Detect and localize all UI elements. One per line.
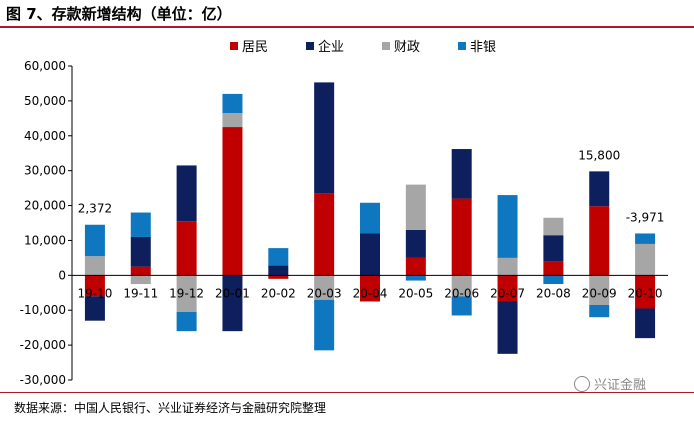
bar-segment-财政 bbox=[405, 184, 426, 230]
x-tick-label: 20-03 bbox=[307, 286, 342, 300]
bar-segment-非银 bbox=[130, 212, 151, 237]
bar-segment-非银 bbox=[589, 304, 610, 318]
y-tick-label: -30,000 bbox=[20, 373, 66, 387]
legend-label-非银: 非银 bbox=[470, 40, 496, 55]
y-tick-label: 50,000 bbox=[24, 94, 66, 108]
x-tick-label: 19-12 bbox=[169, 286, 204, 300]
watermark: 兴证金融 bbox=[574, 374, 646, 393]
bar-segment-非银 bbox=[176, 311, 197, 332]
legend-swatch-财政 bbox=[382, 42, 390, 50]
bar-segment-财政 bbox=[497, 257, 518, 276]
y-tick-label: -10,000 bbox=[20, 303, 66, 317]
x-tick-label: 20-06 bbox=[444, 286, 479, 300]
bar-segment-财政 bbox=[635, 243, 656, 276]
x-tick-label: 20-09 bbox=[582, 286, 617, 300]
bar-segment-财政 bbox=[589, 275, 610, 305]
bar-segment-财政 bbox=[543, 217, 564, 236]
bar-segment-居民 bbox=[635, 275, 656, 309]
bottom-rule bbox=[0, 392, 694, 393]
bar-segment-企业 bbox=[405, 229, 426, 258]
title-rule bbox=[0, 26, 694, 28]
bar-segment-居民 bbox=[314, 193, 335, 276]
bar-segment-非银 bbox=[360, 202, 380, 234]
y-tick-label: 60,000 bbox=[24, 59, 66, 73]
legend-swatch-非银 bbox=[458, 42, 466, 50]
bar-segment-非银 bbox=[543, 275, 564, 285]
data-annotation: 15,800 bbox=[578, 148, 620, 162]
bar-segment-企业 bbox=[497, 301, 518, 354]
bar-segment-非银 bbox=[314, 299, 335, 351]
legend-label-企业: 企业 bbox=[318, 39, 344, 55]
data-annotation: -3,971 bbox=[626, 210, 665, 224]
bar-segment-居民 bbox=[268, 275, 289, 279]
bar-segment-非银 bbox=[451, 296, 472, 316]
y-tick-label: 40,000 bbox=[24, 129, 66, 143]
bar-segment-居民 bbox=[130, 266, 151, 276]
legend-label-财政: 财政 bbox=[394, 40, 420, 55]
bar-segment-财政 bbox=[451, 275, 472, 297]
data-annotation: 2,372 bbox=[78, 202, 112, 216]
legend-swatch-企业 bbox=[306, 42, 314, 50]
bar-segment-居民 bbox=[84, 275, 105, 297]
y-tick-label: 0 bbox=[58, 268, 66, 282]
bar-segment-居民 bbox=[497, 275, 518, 302]
chart-title: 图 7、存款新增结构（单位：亿） bbox=[6, 5, 232, 23]
y-tick-label: -20,000 bbox=[20, 338, 66, 352]
bar-segment-非银 bbox=[497, 195, 518, 258]
x-tick-label: 20-05 bbox=[398, 286, 433, 300]
bar-segment-居民 bbox=[589, 206, 610, 276]
x-tick-label: 20-04 bbox=[353, 286, 388, 300]
bar-segment-居民 bbox=[222, 127, 243, 276]
legend-label-居民: 居民 bbox=[242, 40, 268, 55]
bar-segment-企业 bbox=[222, 275, 243, 332]
x-tick-label: 20-02 bbox=[261, 286, 296, 300]
legend-swatch-居民 bbox=[230, 42, 238, 50]
y-tick-label: 30,000 bbox=[24, 164, 66, 178]
bar-segment-企业 bbox=[635, 308, 656, 339]
bar-segment-企业 bbox=[589, 171, 610, 207]
bar-segment-企业 bbox=[130, 236, 151, 267]
bar-segment-居民 bbox=[543, 261, 564, 276]
stacked-bar-chart: -30,000 -20,000 -10,000 0 10,000 20,000 30,000… bbox=[20, 39, 668, 387]
bar-segment-企业 bbox=[314, 82, 335, 194]
bar-segment-企业 bbox=[360, 233, 380, 276]
bar-segment-财政 bbox=[130, 275, 151, 285]
x-tick-label: 20-08 bbox=[536, 286, 571, 300]
bar-segment-财政 bbox=[314, 275, 335, 300]
bar-segment-企业 bbox=[268, 265, 289, 276]
wechat-icon bbox=[574, 376, 590, 392]
y-tick-label: 20,000 bbox=[24, 199, 66, 213]
bar-segment-非银 bbox=[222, 93, 243, 114]
bar-segment-居民 bbox=[176, 221, 197, 276]
source-note: 数据来源：中国人民银行、兴业证券经济与金融研究院整理 bbox=[14, 401, 327, 415]
bar-segment-企业 bbox=[176, 165, 197, 222]
bar-segment-企业 bbox=[451, 149, 472, 199]
bar-segment-非银 bbox=[405, 275, 426, 281]
x-tick-label: 19-11 bbox=[123, 286, 158, 300]
bar-segment-财政 bbox=[84, 256, 105, 276]
x-tick-label: 20-07 bbox=[490, 286, 525, 300]
bar-segment-非银 bbox=[84, 224, 105, 257]
bar-segment-财政 bbox=[176, 275, 197, 312]
x-tick-label: 20-01 bbox=[215, 286, 250, 300]
bar-segment-居民 bbox=[451, 198, 472, 276]
bar-segment-居民 bbox=[360, 275, 380, 302]
bar-segment-企业 bbox=[84, 296, 105, 321]
watermark-text: 兴证金融 bbox=[594, 378, 647, 393]
x-tick-label: 19-10 bbox=[77, 286, 112, 300]
bar-segment-财政 bbox=[222, 113, 243, 128]
bar-segment-非银 bbox=[268, 248, 289, 266]
x-tick-label: 20-10 bbox=[628, 286, 663, 300]
bar-segment-企业 bbox=[543, 235, 564, 262]
bar-segment-非银 bbox=[635, 233, 656, 244]
y-tick-label: 10,000 bbox=[24, 233, 66, 247]
bar-segment-居民 bbox=[405, 257, 426, 276]
